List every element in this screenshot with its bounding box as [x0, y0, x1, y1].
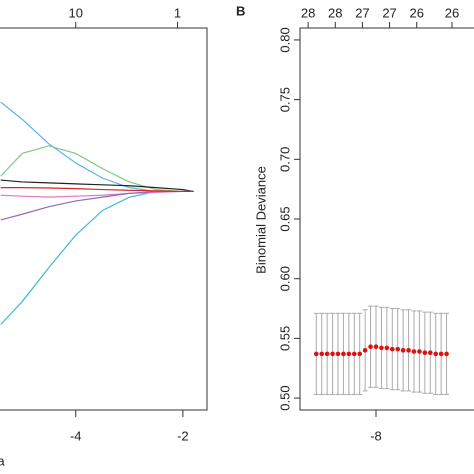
y-tick-label: 0.65 — [277, 206, 292, 231]
x2-tick-label: 10 — [68, 5, 82, 20]
y-tick-label: 0.70 — [277, 147, 292, 172]
point — [389, 346, 395, 352]
point — [357, 351, 363, 357]
panel-label: B — [236, 3, 245, 18]
x2-tick-label: 1 — [174, 5, 181, 20]
point — [422, 350, 428, 356]
point — [433, 351, 439, 357]
x2-tick-label: 28 — [328, 5, 342, 20]
plot-box — [0, 27, 208, 411]
point — [444, 351, 449, 357]
point — [427, 350, 433, 356]
x2-tick-label: 27 — [355, 5, 369, 20]
x2-tick-label: 26 — [445, 5, 459, 20]
y-tick-label: 0.60 — [277, 266, 292, 291]
point — [362, 348, 368, 353]
point — [346, 351, 352, 357]
point — [379, 345, 384, 351]
point — [335, 351, 341, 357]
y-tick-label: 0.75 — [277, 87, 292, 112]
point — [373, 344, 379, 350]
point — [351, 351, 357, 357]
coefficient-path — [0, 190, 194, 198]
point — [313, 351, 319, 357]
y-tick-label: 0.55 — [277, 326, 292, 351]
point — [330, 351, 335, 357]
x2-tick-label: 26 — [409, 5, 423, 20]
x-tick-label: -2 — [177, 428, 189, 443]
y-tick-label: 0.80 — [277, 27, 292, 52]
point — [384, 345, 390, 351]
x-tick-label: -8 — [370, 428, 382, 443]
point — [324, 351, 330, 357]
point — [411, 349, 417, 354]
point — [417, 349, 422, 354]
y-axis-label: Binomial Deviance — [253, 166, 268, 274]
coefficient-path — [0, 187, 194, 193]
point — [400, 348, 406, 353]
point — [406, 348, 411, 353]
point — [319, 351, 325, 357]
coefficient-path — [0, 190, 194, 325]
coefficient-path — [0, 179, 194, 193]
y-tick-label: 0.50 — [277, 385, 292, 410]
coefficient-path — [0, 101, 194, 193]
point — [438, 351, 444, 357]
x-axis-label: Log Lambda — [0, 453, 5, 468]
x2-tick-label: 28 — [301, 5, 315, 20]
x-tick-label: -4 — [70, 428, 82, 443]
point — [341, 351, 346, 357]
x2-tick-label: 27 — [382, 5, 396, 20]
point — [368, 344, 373, 350]
point — [395, 346, 401, 352]
